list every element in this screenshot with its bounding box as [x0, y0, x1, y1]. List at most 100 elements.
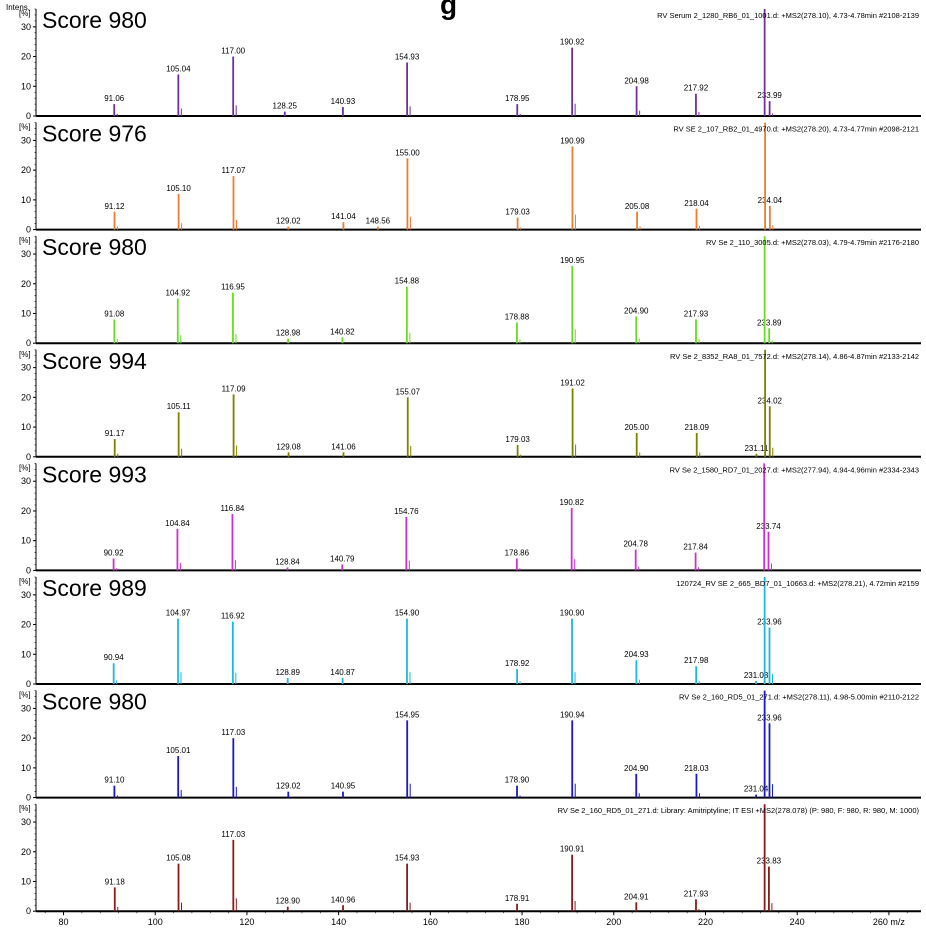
peak-label: 105.11 — [167, 402, 191, 411]
peak-label: 129.08 — [276, 442, 301, 451]
score-label: Score 989 — [42, 575, 147, 601]
y-tick-label: 0 — [26, 338, 31, 348]
peak-label: 154.90 — [395, 609, 420, 618]
peak-label: 178.86 — [505, 549, 530, 558]
y-tick-label: 30 — [21, 703, 31, 713]
peak-label: 204.90 — [624, 764, 649, 773]
y-tick-label: 30 — [21, 476, 31, 486]
x-tick-label: 140 — [331, 917, 346, 927]
y-tick-label: 20 — [21, 52, 31, 62]
peak-label: 191.02 — [560, 378, 585, 387]
y-tick-label: 30 — [21, 817, 31, 827]
peak-label: 233.83 — [757, 857, 782, 866]
spectrum-panel: 0 10 20 30 [%] 91.08 104.92 116.95 128.98 140.82 1… — [19, 234, 921, 348]
peak-label: 154.95 — [395, 710, 420, 719]
peak-label: 90.92 — [104, 549, 125, 558]
peak-label: 179.03 — [505, 208, 530, 217]
y-tick-label: 10 — [21, 649, 31, 659]
y-tick-label: 30 — [21, 22, 31, 32]
peak-label: 140.82 — [330, 327, 355, 336]
peak-label: 190.94 — [560, 710, 585, 719]
spectrum-header: RV Serum 2_1280_RB6_01_1001.d: +MS2(278.… — [657, 11, 919, 20]
peak-label: 105.01 — [166, 746, 191, 755]
peak-label: 178.91 — [505, 894, 530, 903]
x-tick-label: 80 — [59, 917, 69, 927]
spectrum-panel: 0 10 20 30 [%] 91.12 105.10 117.07 129.02 141.04 1… — [19, 121, 921, 235]
cropped-title-fragment: g — [440, 0, 457, 20]
peak-label: 205.08 — [625, 202, 650, 211]
y-tick-label: 0 — [26, 111, 31, 121]
peak-label: 204.91 — [624, 892, 649, 901]
x-tick-label: 160 — [423, 917, 438, 927]
x-tick-label: 120 — [239, 917, 254, 927]
peak-label: 105.04 — [166, 64, 191, 73]
peak-label: 217.98 — [684, 656, 709, 665]
score-label: Score 980 — [42, 689, 147, 715]
peak-label: 204.93 — [624, 650, 649, 659]
spectrum-panel: 0 10 20 30 [%] 91.10 105.01 117.03 129.02 140.95 1… — [19, 689, 921, 803]
peak-label: 233.99 — [757, 91, 782, 100]
peak-label: 204.90 — [624, 306, 649, 315]
peak-label: 91.06 — [104, 94, 125, 103]
x-tick-label: 100 — [148, 917, 163, 927]
peak-label: 116.84 — [221, 504, 245, 513]
y-tick-label: 20 — [21, 392, 31, 402]
y-tick-label: 30 — [21, 135, 31, 145]
peak-label: 204.78 — [623, 540, 648, 549]
y-axis-unit: [%] — [19, 236, 31, 245]
peak-label: 128.89 — [275, 668, 300, 677]
y-axis-unit: [%] — [19, 350, 31, 359]
peak-label: 217.92 — [684, 84, 709, 93]
spectrum-header: RV Se 2_1580_RD7_01_2027.d: +MS2(277.94)… — [670, 465, 919, 474]
y-tick-label: 20 — [21, 620, 31, 630]
x-tick-label: 240 — [790, 917, 805, 927]
peak-label: 148.56 — [366, 217, 391, 226]
spectrum-header: RV SE 2_107_RB2_01_4970.d: +MS2(278.20),… — [673, 125, 919, 134]
score-label: Score 976 — [42, 121, 147, 147]
peak-label: 218.04 — [684, 199, 709, 208]
peak-label: 129.02 — [276, 782, 301, 791]
peak-label: 178.90 — [505, 776, 530, 785]
y-tick-label: 30 — [21, 363, 31, 373]
peak-label: 117.07 — [222, 166, 246, 175]
y-tick-label: 20 — [21, 733, 31, 743]
y-axis-unit: [%] — [19, 463, 31, 472]
peak-label: 190.92 — [560, 38, 585, 47]
peak-label: 190.91 — [560, 845, 585, 854]
y-axis-title: Intens. — [6, 3, 30, 12]
peak-label: 140.79 — [330, 554, 355, 563]
peak-label: 128.25 — [273, 102, 298, 111]
peak-label: 91.12 — [104, 202, 125, 211]
spectrum-panel: 0 10 20 30 [%] 90.94 104.97 116.92 128.89 140.87 1… — [19, 575, 921, 689]
peak-label: 117.00 — [221, 47, 245, 56]
x-axis: 80 100 120 140 160 180 200 220 240 260 m/z — [44, 911, 908, 927]
peak-label: 233.96 — [757, 713, 782, 722]
peak-label: 140.95 — [331, 782, 356, 791]
peak-label: 128.90 — [276, 897, 301, 906]
peak-label: 140.96 — [331, 895, 356, 904]
peak-label: 179.03 — [505, 435, 530, 444]
spectrum-header: RV Se 2_160_RD5_01_271.d: Library: Amitr… — [558, 806, 920, 815]
y-tick-label: 0 — [26, 906, 31, 916]
peak-label: 116.92 — [221, 612, 245, 621]
y-tick-label: 10 — [21, 422, 31, 432]
peak-label: 155.07 — [396, 387, 421, 396]
peak-label: 128.98 — [276, 329, 301, 338]
y-tick-label: 20 — [21, 165, 31, 175]
spectrum-panel: 0 10 20 30 [%] 90.92 104.84 116.84 128.84 140.79 1… — [19, 461, 921, 575]
peak-label: 117.03 — [221, 728, 245, 737]
spectrum-header: 120724_RV SE 2_665_BD7_01_10663.d: +MS2(… — [676, 579, 919, 588]
peak-label: 234.04 — [758, 196, 783, 205]
score-label: Score 980 — [42, 7, 147, 33]
y-tick-label: 0 — [26, 793, 31, 803]
y-axis-unit: [%] — [19, 123, 31, 132]
peak-label: 178.88 — [505, 312, 530, 321]
peak-label: 91.10 — [104, 776, 125, 785]
y-tick-label: 10 — [21, 308, 31, 318]
y-tick-label: 10 — [21, 81, 31, 91]
peak-label: 128.84 — [275, 557, 300, 566]
spectrum-header: RV Se 2_8352_RA8_01_7572.d: +MS2(278.14)… — [670, 352, 919, 361]
peak-label: 154.93 — [395, 854, 420, 863]
peak-label: 217.84 — [683, 543, 708, 552]
